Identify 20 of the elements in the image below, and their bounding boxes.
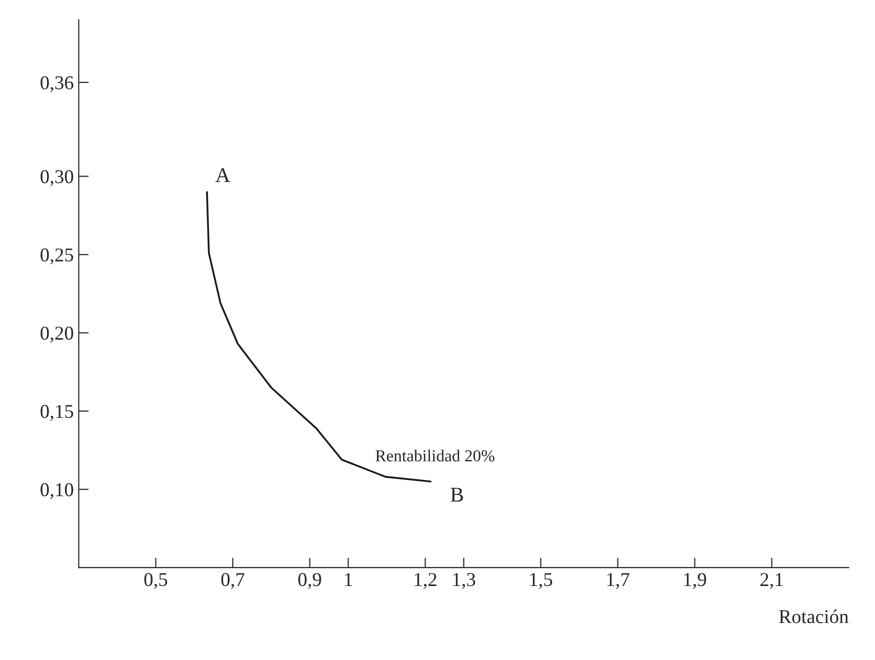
x-tick-label: 1,2 bbox=[414, 573, 436, 589]
y-tick-label: 0,10 bbox=[40, 483, 74, 500]
x-tick-label: 1,3 bbox=[453, 573, 476, 589]
x-axis-title: Rotación bbox=[779, 610, 848, 624]
x-tick-label: 2,1 bbox=[760, 573, 783, 589]
y-tick-label: 0,15 bbox=[40, 404, 74, 421]
x-tick-label: 0,5 bbox=[144, 573, 168, 589]
annotation: B bbox=[450, 488, 463, 502]
y-tick-label: 0,25 bbox=[40, 248, 74, 264]
y-tick-label: 0,30 bbox=[40, 170, 74, 186]
x-tick-label: 1,5 bbox=[530, 573, 552, 589]
x-tick-label: 1,9 bbox=[684, 573, 706, 589]
x-tick-label: 1,7 bbox=[607, 573, 630, 589]
x-tick-label: 0,7 bbox=[221, 573, 244, 589]
y-tick-label: 0,20 bbox=[40, 326, 74, 343]
x-tick-label: 0,9 bbox=[298, 573, 322, 589]
y-tick-label: 0,36 bbox=[40, 76, 74, 92]
annotation: A bbox=[215, 168, 230, 182]
x-tick-label: 1 bbox=[345, 573, 352, 586]
series-label: Rentabilidad 20% bbox=[376, 450, 494, 462]
